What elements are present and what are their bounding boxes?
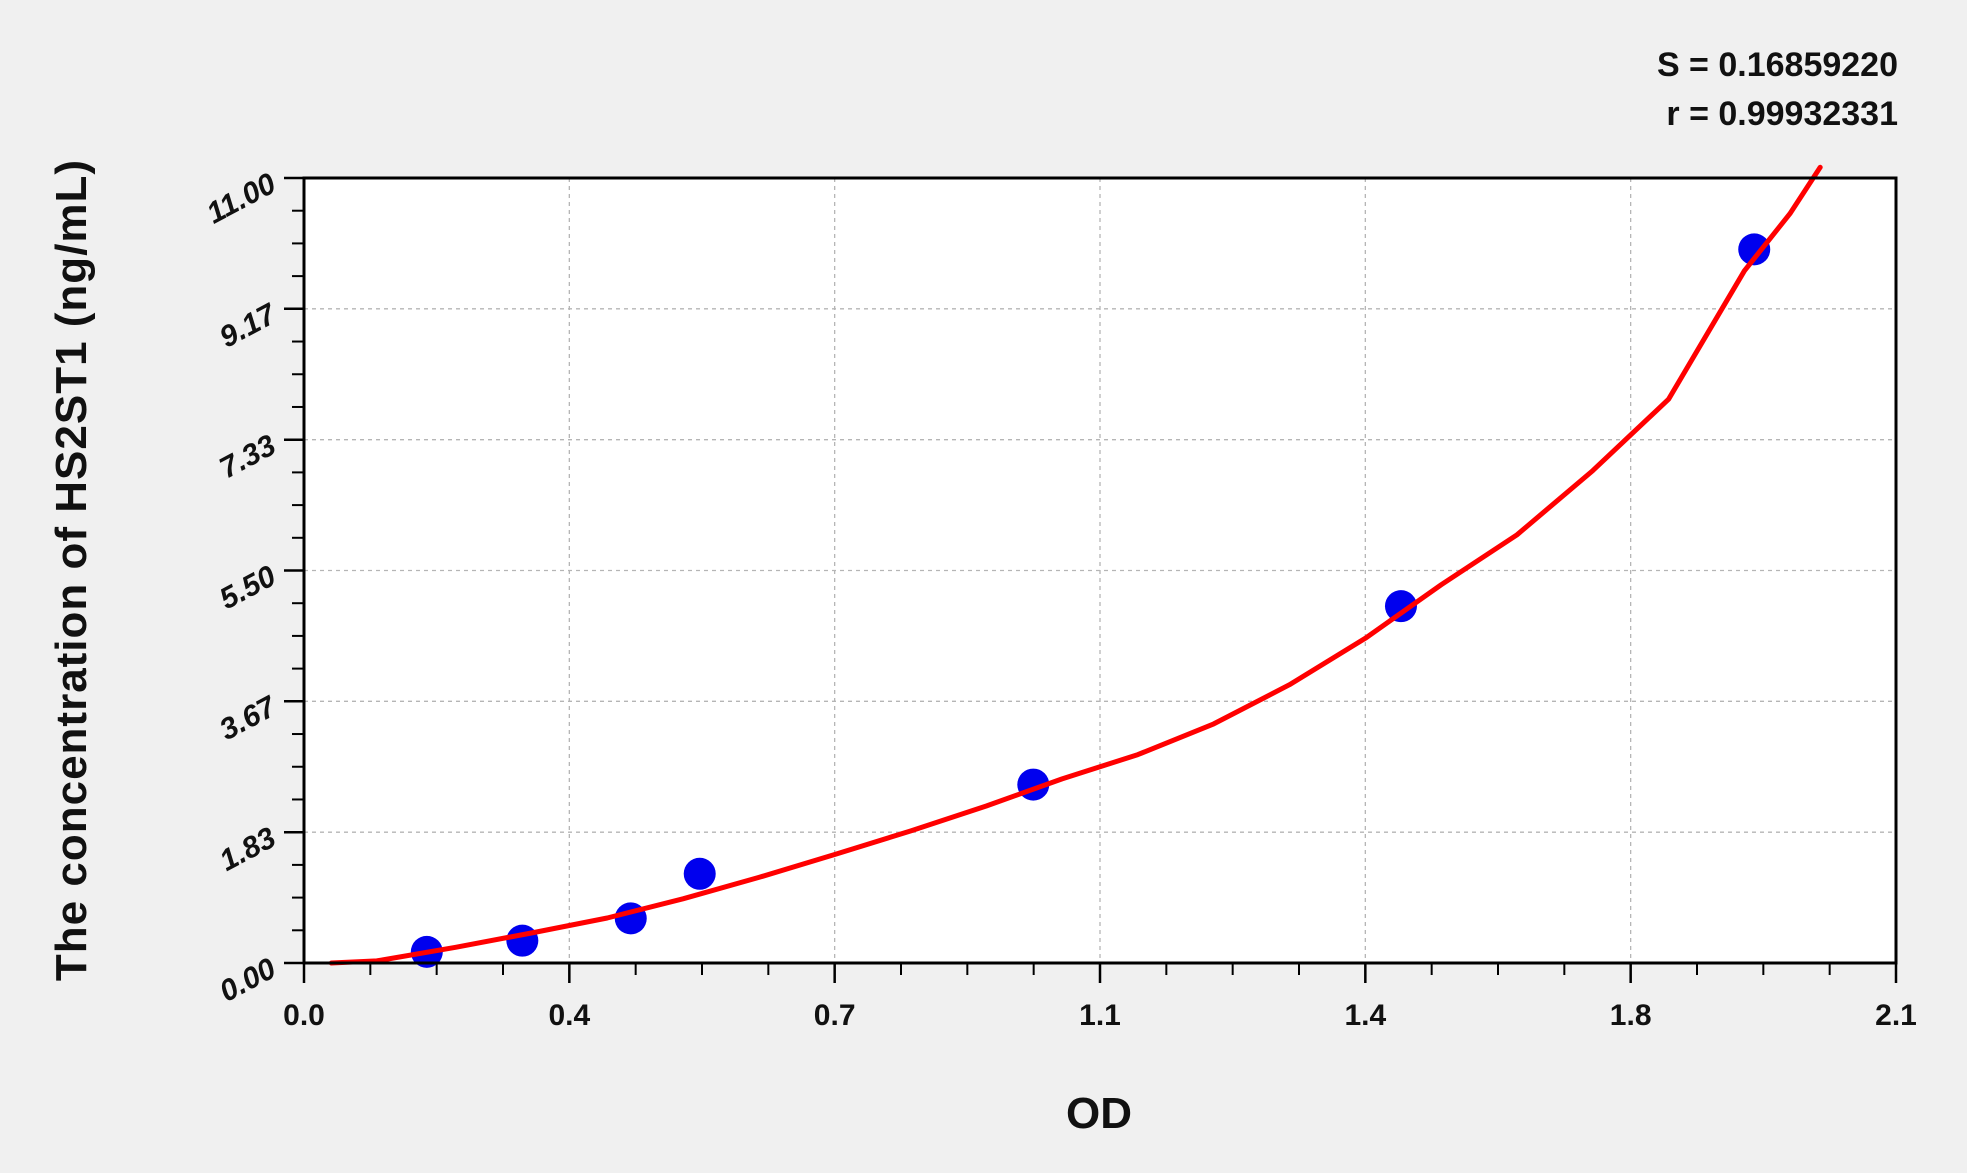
y-tick-label: 1.83: [214, 821, 281, 878]
stat-s: S = 0.16859220: [1657, 46, 1898, 84]
x-tick-label: 0.0: [283, 999, 325, 1032]
plot-frame: [302, 176, 1898, 965]
fit-curve-group: [328, 164, 1823, 966]
stat-r: r = 0.99932331: [1666, 95, 1898, 133]
data-point: [1384, 590, 1417, 623]
fit-curve: [328, 164, 1823, 966]
x-tick-label: 1.4: [1344, 999, 1386, 1032]
data-point: [506, 924, 539, 957]
grid: [304, 178, 1896, 963]
y-tick-label: 3.67: [214, 690, 282, 747]
x-tick-label: 1.8: [1610, 999, 1652, 1032]
data-point: [683, 857, 716, 890]
x-axis-label: OD: [1066, 1089, 1132, 1138]
y-tick-label: 11.00: [201, 167, 281, 230]
x-tick-label: 1.1: [1079, 999, 1121, 1032]
y-tick-label: 7.33: [214, 429, 281, 486]
x-tick-label: 0.7: [814, 999, 856, 1032]
y-tick-label: 9.17: [214, 297, 282, 354]
data-point: [1738, 233, 1771, 266]
y-tick-label: 5.50: [214, 559, 281, 616]
x-tick-label: 2.1: [1875, 999, 1917, 1032]
y-tick-label: 0.00: [214, 952, 281, 1009]
y-axis-label: The concentration of HS2ST1 (ng/mL): [47, 159, 96, 981]
ticks: [284, 176, 1898, 983]
x-tick-label: 0.4: [548, 999, 590, 1032]
